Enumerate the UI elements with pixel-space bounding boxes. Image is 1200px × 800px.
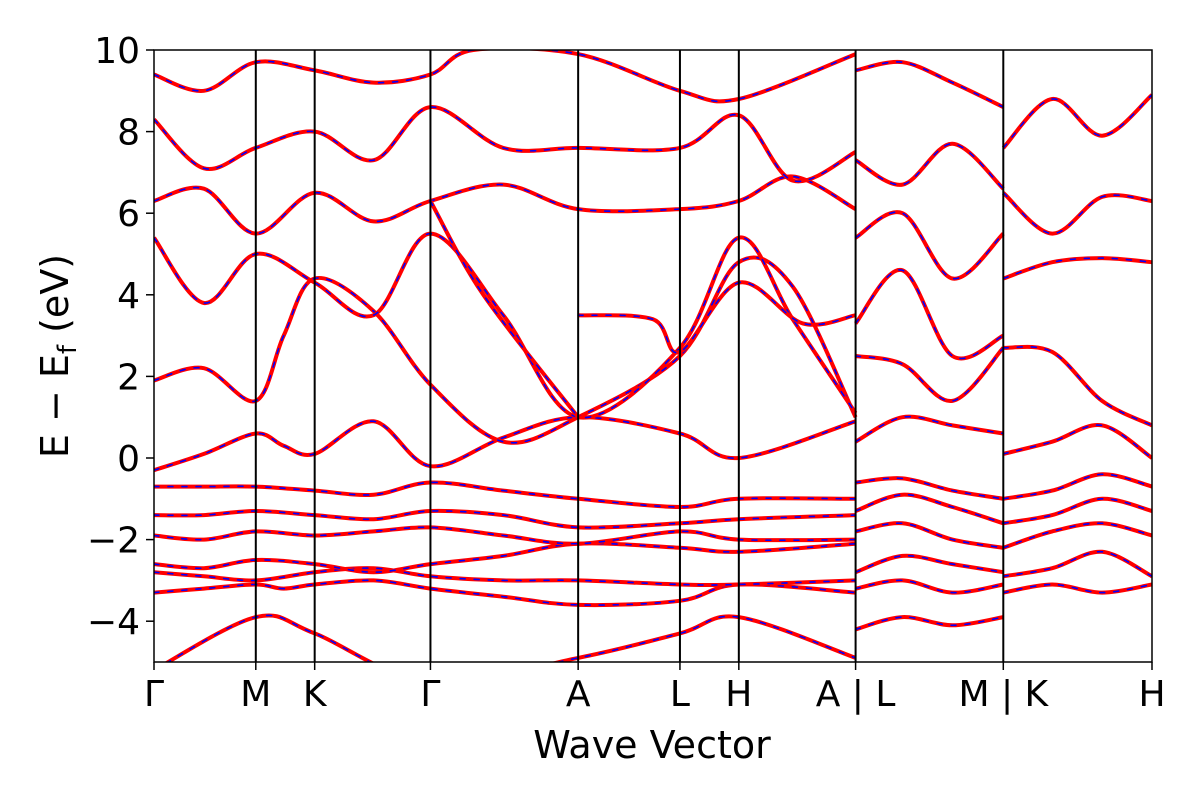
x-tick-label: H	[725, 674, 752, 715]
band-line-34	[1003, 344, 1152, 428]
band-line-20	[854, 492, 1004, 526]
x-tick-label: M	[240, 674, 271, 715]
x-tick-label: Γ	[420, 674, 440, 715]
band-overlay-35	[1002, 257, 1152, 280]
x-tick-label: Γ	[144, 674, 164, 715]
band-line-3	[154, 566, 856, 588]
band-overlay-31	[1002, 497, 1152, 525]
band-line-18	[854, 553, 1004, 575]
band-line-33	[1002, 423, 1152, 460]
band-overlay-19	[854, 522, 1005, 549]
y-tick-label: 2	[117, 357, 140, 398]
band-line-13	[154, 50, 857, 104]
band-overlay-1	[166, 614, 857, 662]
band-overlay-13	[154, 50, 857, 103]
band-line-1	[164, 613, 857, 662]
band-line-32	[1002, 472, 1152, 501]
band-line-30	[1002, 521, 1152, 550]
band-overlay-27	[854, 61, 1005, 108]
band-line-31	[1002, 496, 1152, 526]
band-overlay-34	[1002, 346, 1152, 427]
band-line-4	[154, 541, 856, 575]
y-tick-label: 8	[117, 113, 140, 154]
band-line-26	[854, 141, 1005, 191]
band-line-25	[854, 210, 1005, 281]
band-line-37	[1001, 93, 1152, 150]
y-tick-label: 6	[117, 194, 140, 235]
band-line-11	[154, 174, 857, 236]
x-tick-label: K	[303, 674, 328, 715]
band-line-17	[855, 578, 1004, 595]
band-overlay-4	[154, 542, 857, 574]
band-overlay-37	[1002, 94, 1152, 149]
y-axis-label: E − Ef (eV)	[33, 254, 83, 458]
band-line-12	[154, 105, 857, 184]
band-line-6	[154, 508, 856, 530]
band-line-23	[855, 346, 1005, 403]
band-line-5	[154, 525, 856, 546]
x-tick-label: M | K	[958, 674, 1049, 715]
plot-frame	[153, 49, 1153, 663]
band-overlay-36	[1002, 192, 1152, 235]
band-line-35	[1002, 256, 1152, 281]
y-tick-label: −2	[87, 521, 140, 562]
band-overlay-28	[1002, 583, 1152, 594]
band-line-36	[1001, 191, 1152, 236]
band-overlay-17	[854, 579, 1005, 594]
band-overlay-9	[154, 256, 857, 444]
band-overlay-20	[854, 493, 1005, 525]
band-line-14	[428, 200, 580, 419]
band-line-16	[855, 615, 1004, 632]
x-axis-label: Wave Vector	[533, 723, 771, 767]
band-overlay-14	[429, 200, 579, 418]
band-overlay-26	[854, 142, 1005, 190]
band-line-22	[854, 414, 1004, 444]
y-tick-label: 4	[117, 276, 140, 317]
band-line-27	[855, 59, 1005, 109]
band-overlay-21	[854, 477, 1005, 500]
band-overlay-23	[854, 347, 1005, 402]
band-overlay-30	[1002, 522, 1152, 549]
band-overlay-24	[854, 269, 1005, 360]
band-overlay-25	[854, 211, 1005, 280]
band-line-29	[1002, 549, 1152, 579]
kpoint-lines	[254, 50, 1005, 662]
x-tick-label: L	[670, 674, 690, 715]
y-tick-label: 0	[117, 439, 140, 480]
band-line-7	[154, 480, 856, 509]
band-overlay-32	[1002, 473, 1152, 500]
band-overlay-18	[854, 554, 1005, 573]
y-axis: −4 −2 0 2 4 6 8 10	[87, 31, 154, 643]
band-line-24	[854, 268, 1005, 361]
y-tick-label: 10	[94, 31, 140, 72]
band-overlay-11	[154, 175, 857, 235]
band-overlay-15	[577, 281, 857, 354]
y-tick-label: −4	[87, 602, 140, 643]
x-tick-label: A	[566, 674, 591, 715]
x-tick-label: A | L	[816, 674, 896, 715]
x-tick-label: H	[1138, 674, 1165, 715]
band-overlay-16	[854, 616, 1005, 631]
band-overlay-12	[154, 106, 857, 183]
